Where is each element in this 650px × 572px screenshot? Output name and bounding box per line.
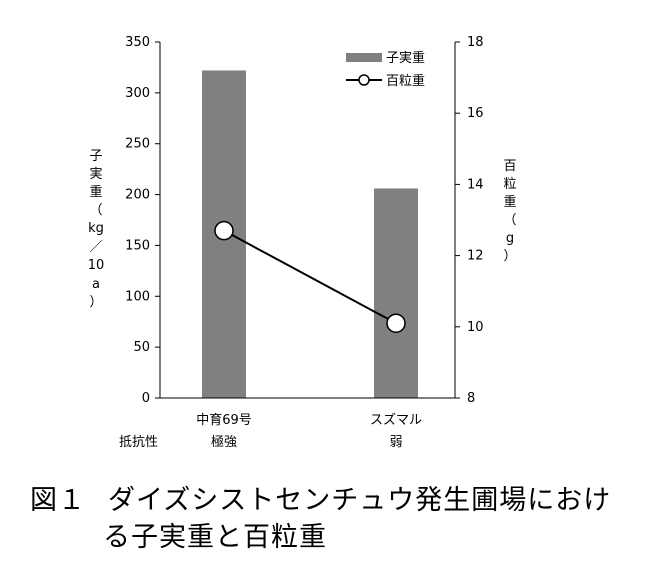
x-category-label: スズマル [370,412,422,428]
x-category-sublabel: 極強 [211,434,237,450]
x-category-sublabel: 弱 [389,435,402,450]
legend-bar-swatch [346,53,382,62]
row-label: 抵抗性 [119,435,158,450]
y-left-axis-label-char: a [92,277,100,292]
y-left-tick-label: 200 [125,188,150,203]
y-right-axis-label-char: 重 [503,194,516,210]
y-left-tick-label: 150 [125,238,150,253]
y-right-axis-label-char: 粒 [503,177,516,192]
legend-bar-label: 子実重 [386,50,425,66]
y-left-axis-label-char: ／ [89,240,102,255]
y-right-tick-label: 18 [467,35,484,50]
bar-2 [374,188,418,398]
y-left-axis-label-char: 重 [89,184,102,200]
y-right-axis-label-char: ） [503,249,516,264]
y-right-tick-label: 12 [467,249,484,264]
line-series [223,229,397,325]
caption-text-1: ダイズシストセンチュウ発生圃場におけ [108,485,612,516]
y-left-axis-label-char: ） [89,295,102,310]
y-left-axis-label-char: kg [88,221,104,236]
y-right-axis-label-char: 百 [503,159,516,174]
y-left-axis-label-char: 10 [88,258,105,273]
y-left-axis-label-char: 子 [89,149,102,164]
y-left-tick-label: 0 [142,391,150,406]
figure-caption-line1: 図１ ダイズシストセンチュウ発生圃場におけ [30,478,611,517]
y-right-tick-label: 10 [467,320,484,335]
legend-line-label: 百粒重 [386,73,425,89]
y-left-tick-label: 300 [125,86,150,101]
line-point-1 [214,220,234,241]
y-right-tick-label: 16 [467,106,484,121]
y-left-tick-label: 50 [133,340,150,355]
y-left-axis-label-char: （ [89,203,102,218]
y-right-axis-label-char: g [506,231,514,246]
y-left-tick-label: 350 [125,35,150,50]
chart: 0 50 100 150 200 250 300 350 8 10 12 14 16 18 中育69号 スズマ… [88,35,517,450]
y-left-tick-label: 250 [125,137,150,152]
figure-number: 図１ [30,485,86,516]
y-left-tick-label: 100 [125,289,150,304]
y-right-tick-label: 8 [467,391,475,406]
line-point-2 [386,313,406,333]
legend-line-marker [358,74,370,86]
plot-area: 0 50 100 150 200 250 300 350 8 10 12 14 16 18 中育69号 スズマ… [88,35,517,450]
caption-text-2: る子実重と百粒重 [103,522,327,553]
y-left-axis-label-char: 実 [89,166,102,182]
y-right-tick-label: 14 [467,177,484,192]
figure-caption-line2: る子実重と百粒重 [103,515,327,554]
y-right-axis-label-char: （ [503,213,516,228]
x-category-label: 中育69号 [196,412,252,428]
